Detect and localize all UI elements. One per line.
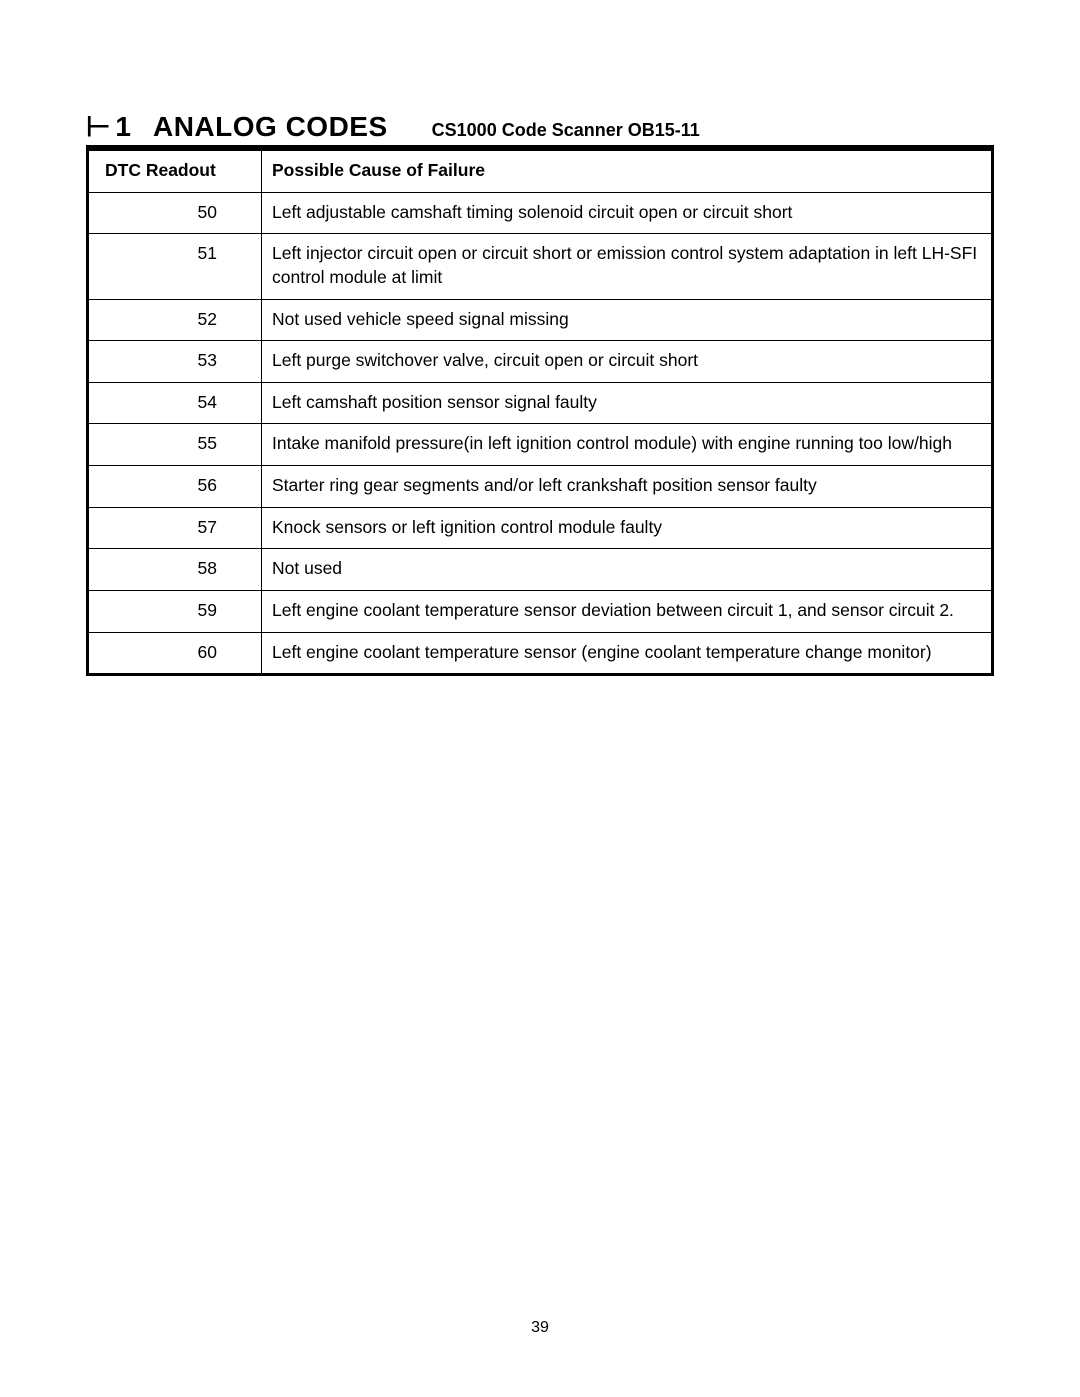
dtc-cell: 59 [88, 590, 262, 632]
table-header-row: DTC Readout Possible Cause of Failure [88, 150, 993, 193]
table-row: 54 Left camshaft position sensor signal … [88, 382, 993, 424]
section-subtitle: CS1000 Code Scanner OB15-11 [432, 120, 700, 141]
table-row: 58 Not used [88, 549, 993, 591]
cause-cell: Starter ring gear segments and/or left c… [262, 466, 993, 508]
section-number: 1 [115, 111, 131, 143]
cause-cell: Left purge switchover valve, circuit ope… [262, 341, 993, 383]
table-row: 60 Left engine coolant temperature senso… [88, 632, 993, 675]
cause-cell: Left engine coolant temperature sensor (… [262, 632, 993, 675]
dtc-codes-table: DTC Readout Possible Cause of Failure 50… [86, 148, 994, 676]
cause-cell: Knock sensors or left ignition control m… [262, 507, 993, 549]
cause-cell: Left injector circuit open or circuit sh… [262, 234, 993, 299]
page-number: 39 [0, 1319, 1080, 1337]
dtc-cell: 54 [88, 382, 262, 424]
section-title: ANALOG CODES [153, 111, 388, 143]
dtc-cell: 52 [88, 299, 262, 341]
table-row: 57 Knock sensors or left ignition contro… [88, 507, 993, 549]
table-row: 56 Starter ring gear segments and/or lef… [88, 466, 993, 508]
cause-cell: Left adjustable camshaft timing solenoid… [262, 192, 993, 234]
table-row: 59 Left engine coolant temperature senso… [88, 590, 993, 632]
section-header: ⊢ 1 ANALOG CODES CS1000 Code Scanner OB1… [86, 110, 994, 148]
dtc-cell: 55 [88, 424, 262, 466]
table-row: 55 Intake manifold pressure(in left igni… [88, 424, 993, 466]
dtc-cell: 58 [88, 549, 262, 591]
dtc-cell: 50 [88, 192, 262, 234]
dtc-cell: 53 [88, 341, 262, 383]
dtc-cell: 56 [88, 466, 262, 508]
column-header-dtc: DTC Readout [88, 150, 262, 193]
table-row: 52 Not used vehicle speed signal missing [88, 299, 993, 341]
dtc-cell: 60 [88, 632, 262, 675]
table-body: 50 Left adjustable camshaft timing solen… [88, 192, 993, 675]
table-row: 51 Left injector circuit open or circuit… [88, 234, 993, 299]
table-row: 53 Left purge switchover valve, circuit … [88, 341, 993, 383]
document-page: ⊢ 1 ANALOG CODES CS1000 Code Scanner OB1… [0, 0, 1080, 1397]
cause-cell: Not used vehicle speed signal missing [262, 299, 993, 341]
table-row: 50 Left adjustable camshaft timing solen… [88, 192, 993, 234]
section-icon: ⊢ [86, 110, 109, 143]
cause-cell: Intake manifold pressure(in left ignitio… [262, 424, 993, 466]
cause-cell: Left camshaft position sensor signal fau… [262, 382, 993, 424]
cause-cell: Not used [262, 549, 993, 591]
column-header-cause: Possible Cause of Failure [262, 150, 993, 193]
dtc-cell: 51 [88, 234, 262, 299]
dtc-cell: 57 [88, 507, 262, 549]
cause-cell: Left engine coolant temperature sensor d… [262, 590, 993, 632]
